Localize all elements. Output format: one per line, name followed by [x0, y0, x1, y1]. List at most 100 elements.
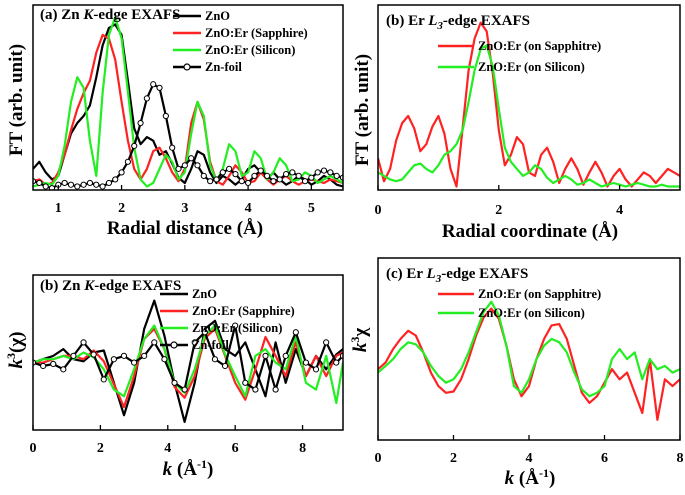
legend-label: ZnO:Er (Silicon) [205, 43, 295, 57]
data-point [333, 359, 340, 366]
x-tick-label: 0 [375, 451, 382, 466]
x-label-unit: (Å [172, 459, 197, 480]
data-point [40, 362, 47, 370]
title-sub: 3 [435, 273, 442, 285]
x-axis-label: Radial distance (Å) [107, 218, 263, 239]
data-point [282, 352, 289, 359]
data-point [42, 183, 49, 190]
data-point [120, 352, 128, 359]
data-point [251, 172, 258, 180]
data-point [323, 339, 330, 346]
data-point [181, 386, 188, 393]
data-point [74, 183, 81, 190]
data-point [137, 119, 144, 127]
x-tick-label: 4 [245, 201, 252, 216]
data-point [70, 352, 77, 359]
data-point [252, 386, 259, 393]
title-part: (c) Er [386, 266, 427, 282]
x-tick-label: 5 [308, 201, 315, 216]
y-axis-label: k3(χ) [4, 332, 27, 369]
legend-label: ZnO [192, 287, 217, 301]
data-point [143, 95, 150, 102]
y-label-exp: 3 [4, 353, 18, 359]
data-point [308, 174, 315, 181]
title-rest: -edge EXAFS [443, 13, 530, 29]
plot-frame [32, 4, 344, 191]
data-point [181, 162, 188, 169]
data-point [292, 329, 299, 336]
title-part: (b) Er [386, 13, 428, 29]
x-tick-label: 0 [30, 441, 37, 456]
data-point [93, 181, 100, 188]
data-point [67, 181, 75, 188]
x-label-k: k [505, 468, 515, 489]
series-line [33, 83, 343, 190]
data-point [86, 179, 94, 187]
title-rest: -edge EXAFS [94, 278, 181, 294]
x-tick-label: 2 [97, 441, 104, 456]
legend-marker [170, 341, 178, 349]
x-axis-label: k (Å-1) [505, 466, 556, 489]
plot-frame [377, 257, 681, 441]
legend-marker [183, 63, 191, 71]
x-label-unit: (Å [514, 468, 539, 489]
title-italic: L [427, 13, 437, 29]
data-point [61, 179, 68, 187]
x-tick-label: 2 [495, 203, 502, 218]
series-line [33, 23, 343, 188]
data-point [245, 179, 252, 187]
legend-label: ZnO:Er (on Silicon) [478, 306, 585, 320]
series-line [33, 327, 343, 409]
x-tick-label: 4 [616, 203, 623, 218]
title-part: (b) Zn [40, 278, 84, 294]
data-point [238, 178, 245, 185]
series-line [33, 16, 343, 188]
y-label-exp: 3 [348, 337, 362, 343]
x-label-close: ) [549, 468, 555, 489]
data-point [213, 176, 220, 183]
title-sub: 3 [436, 20, 443, 32]
x-label-exp: -1 [539, 466, 549, 480]
data-point [219, 169, 226, 176]
data-point [257, 167, 264, 174]
data-point [161, 356, 168, 363]
x-label-k: k [163, 459, 173, 480]
data-point [131, 142, 138, 150]
panel-title: (c) Er L3-edge EXAFS [386, 266, 528, 285]
panel-title: (b) Zn K-edge EXAFS [40, 278, 181, 294]
data-point [171, 379, 178, 386]
data-point [150, 81, 157, 88]
data-point [105, 179, 113, 187]
title-rest: -edge EXAFS [93, 7, 180, 23]
y-label-k: k [6, 358, 27, 368]
data-point [232, 322, 239, 329]
data-point [141, 352, 148, 359]
y-axis-label: k3χ [348, 328, 371, 353]
data-point [232, 171, 239, 178]
data-point [289, 169, 296, 176]
data-point [295, 172, 302, 180]
data-point [276, 176, 283, 183]
data-point [270, 178, 277, 185]
data-point [156, 84, 163, 91]
x-axis-label: Radial coordinate (Å) [442, 221, 618, 242]
data-point [169, 144, 176, 151]
panel-pc: 0 2 4 6 8k (Å-1)k3(χ)(b) Zn K-edge EXAFS ZnOZ… [4, 274, 344, 480]
data-point [99, 183, 106, 190]
data-point [302, 359, 310, 366]
title-rest: -edge EXAFS [441, 266, 528, 282]
x-tick-label: 8 [299, 441, 306, 456]
panel-pb: 0 2 4 Radial coordinate (Å) FT (arb. unit) (b… [352, 4, 681, 242]
data-point [110, 356, 117, 363]
data-point [211, 356, 219, 363]
series-line [378, 44, 680, 188]
data-point [175, 165, 182, 172]
data-point [262, 352, 269, 359]
data-point [124, 158, 131, 165]
legend-label: ZnO:Er (on Silicon) [478, 60, 585, 74]
x-tick-label: 6 [601, 451, 608, 466]
data-point [194, 162, 201, 169]
data-point [201, 329, 208, 336]
title-italic: K [83, 278, 95, 294]
